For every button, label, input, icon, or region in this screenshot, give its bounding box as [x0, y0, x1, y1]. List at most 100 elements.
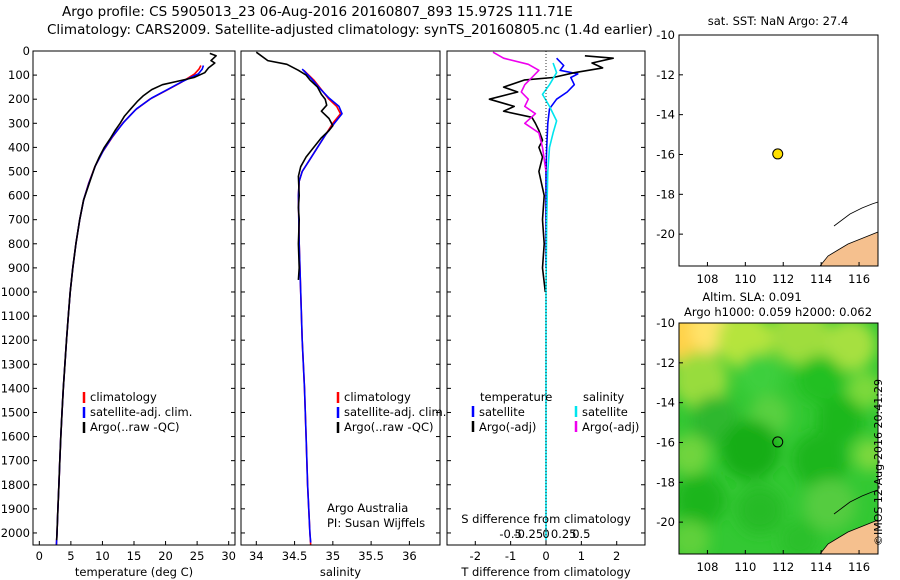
x-tick-label: -2 — [470, 549, 481, 563]
x-tick-label: 30 — [221, 549, 236, 563]
map-y-tick-label: -16 — [656, 147, 675, 161]
map-x-tick-label: 112 — [772, 560, 794, 574]
x-tick-label: 35.5 — [358, 549, 384, 563]
map-x-tick-label: 116 — [848, 560, 870, 574]
map-y-tick-label: -14 — [656, 396, 675, 410]
coastline-land — [819, 231, 879, 267]
map-y-tick-label: -20 — [656, 515, 675, 529]
series-line — [545, 57, 579, 268]
heatmap-cell — [792, 432, 848, 488]
x-tick-label: 2 — [613, 549, 620, 563]
series-line — [541, 62, 558, 541]
x-tick-label: 0 — [542, 549, 549, 563]
x-tick-label: 35 — [326, 549, 341, 563]
x-tick-label: 34 — [249, 549, 264, 563]
chart-title-line1: Argo profile: CS 5905013_23 06-Aug-2016 … — [62, 4, 573, 20]
y-tick-label: 500 — [8, 164, 30, 178]
chart-title-line2: Climatology: CARS2009. Satellite-adjuste… — [47, 22, 653, 38]
map-x-tick-label: 116 — [848, 272, 870, 286]
map-title: sat. SST: NaN Argo: 27.4 — [708, 14, 849, 28]
y-tick-label: 700 — [8, 213, 30, 227]
x-tick-label-salinity: 0 — [542, 527, 549, 541]
y-tick-label: 1100 — [1, 309, 30, 323]
legend-title: salinity — [583, 390, 624, 404]
legend-label: satellite-adj. clim. — [90, 405, 192, 419]
y-tick-label: 600 — [8, 189, 30, 203]
series-line — [297, 68, 343, 543]
heatmap-cell — [770, 323, 830, 365]
legend-label: Argo(..raw -QC) — [90, 420, 180, 434]
legend-label: Argo(-adj) — [582, 420, 639, 434]
x-tick-label-salinity: 0.25 — [551, 527, 577, 541]
x-tick-label: 1 — [578, 549, 585, 563]
map-x-tick-label: 108 — [696, 272, 718, 286]
y-tick-label: 900 — [8, 261, 30, 275]
legend-label: climatology — [344, 390, 411, 404]
map-x-tick-label: 114 — [810, 560, 832, 574]
legend-label: Argo(..raw -QC) — [344, 420, 434, 434]
map-y-tick-label: -12 — [656, 68, 675, 82]
legend-title: temperature — [480, 390, 552, 404]
map-y-tick-label: -10 — [656, 316, 675, 330]
series-line — [55, 65, 202, 546]
map-frame — [678, 322, 879, 555]
series-line — [255, 51, 334, 280]
y-tick-label: 1900 — [1, 502, 30, 516]
heatmap-cell — [780, 520, 820, 554]
y-tick-label: 1700 — [1, 454, 30, 468]
heatmap-cell — [796, 356, 844, 404]
x-tick-label-salinity: 0.5 — [572, 527, 590, 541]
y-tick-label: 1000 — [1, 285, 30, 299]
map-y-tick-label: -18 — [656, 475, 675, 489]
x-tick-label-salinity: -0.25 — [513, 527, 543, 541]
legend-label: satellite — [479, 405, 525, 419]
map-title: Altim. SLA: 0.091 — [702, 290, 801, 304]
y-tick-label: 100 — [8, 68, 30, 82]
y-tick-label: 1400 — [1, 381, 30, 395]
y-tick-label: 200 — [8, 92, 30, 106]
y-tick-label: 1500 — [1, 405, 30, 419]
x-tick-label: 5 — [67, 549, 74, 563]
y-tick-label: 1800 — [1, 478, 30, 492]
map-x-tick-label: 110 — [734, 560, 756, 574]
series-line — [488, 55, 614, 293]
map-y-tick-label: -12 — [656, 356, 675, 370]
legend-label: climatology — [90, 390, 157, 404]
x-tick-label: 10 — [95, 549, 110, 563]
y-tick-label: 1300 — [1, 357, 30, 371]
map-title: Argo h1000: 0.059 h2000: 0.062 — [684, 305, 872, 319]
heatmap-cell — [720, 420, 780, 480]
x-tick-label: 0 — [36, 549, 43, 563]
heatmap-cell — [736, 486, 784, 534]
map-y-tick-label: -20 — [656, 227, 675, 241]
heatmap-cell — [679, 352, 728, 408]
y-tick-label: 800 — [8, 237, 30, 251]
map-frame — [678, 34, 879, 267]
heatmap-cell — [824, 323, 876, 371]
x-axis-label: salinity — [320, 565, 361, 579]
legend-label: satellite-adj. clim. — [344, 405, 446, 419]
map-y-tick-label: -16 — [656, 435, 675, 449]
heatmap-cell — [854, 439, 878, 471]
map-y-tick-label: -14 — [656, 108, 675, 122]
x-tick-label: 36 — [402, 549, 417, 563]
heatmap-cell — [847, 372, 878, 408]
bathymetry-contour — [833, 489, 879, 515]
legend-label: satellite — [582, 405, 628, 419]
map-x-tick-label: 114 — [810, 272, 832, 286]
map-x-tick-label: 108 — [696, 560, 718, 574]
x-axis-label: temperature (deg C) — [75, 565, 193, 579]
x-tick-label: 20 — [158, 549, 173, 563]
map-x-tick-label: 112 — [772, 272, 794, 286]
x-tick-label: -1 — [505, 549, 516, 563]
annotation-line: Argo Australia — [327, 501, 408, 515]
x-tick-label: 34.5 — [282, 549, 308, 563]
y-tick-label: 1200 — [1, 333, 30, 347]
heatmap-cell — [738, 353, 782, 397]
series-line — [492, 51, 547, 172]
series-line — [55, 52, 217, 541]
float-position-marker — [772, 148, 784, 160]
heatmap-cell — [816, 396, 864, 444]
annotation-line: PI: Susan Wijffels — [327, 516, 425, 530]
y-tick-label: 1600 — [1, 430, 30, 444]
